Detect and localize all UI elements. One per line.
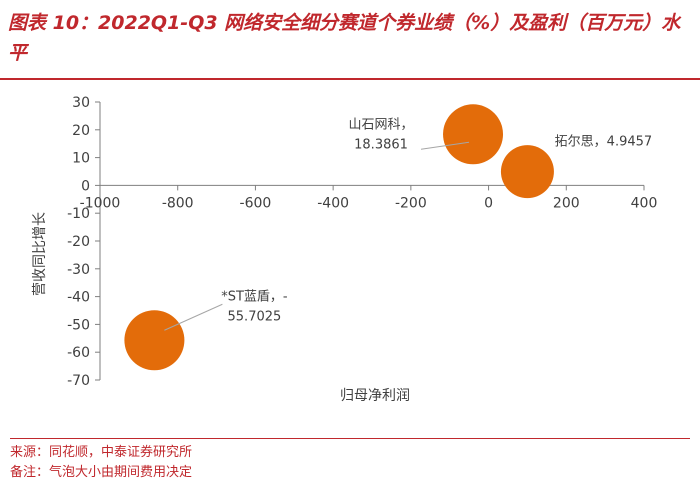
footnote-divider (10, 438, 690, 439)
data-label: 山石网科， (349, 117, 414, 132)
y-tick-label: -60 (67, 345, 90, 361)
data-label: 18.3861 (354, 137, 408, 152)
y-axis-label: 营收同比增长 (32, 212, 48, 296)
data-label: *ST蓝盾，- (221, 289, 288, 304)
footnotes: 来源：同花顺，中泰证券研究所 备注：气泡大小由期间费用决定 (10, 438, 690, 483)
x-tick-label: -400 (317, 195, 349, 211)
y-tick-label: -20 (67, 234, 90, 250)
x-tick-label: -800 (162, 195, 194, 211)
x-tick-label: -600 (240, 195, 272, 211)
label-leader-line (420, 141, 470, 150)
x-tick-label: -1000 (80, 195, 121, 211)
y-tick-label: -50 (67, 317, 90, 333)
label-leader-line (164, 303, 223, 331)
y-tick-label: -70 (67, 373, 90, 389)
y-tick-label: 20 (72, 123, 90, 139)
bubble-point (500, 145, 554, 199)
source-note: 来源：同花顺，中泰证券研究所 (10, 445, 193, 460)
data-label: 拓尔思，4.9457 (555, 135, 653, 150)
data-label: 55.7025 (228, 309, 282, 324)
bubble-chart: 30 20 10 0 -10 -20 -30 -40 -50 -60 -70 -1000 -800 -6… (32, 95, 658, 404)
x-axis: -1000 -800 -600 -400 -200 0 200 400 (80, 184, 658, 211)
bubble-point (124, 310, 185, 371)
x-tick-label: -200 (395, 195, 427, 211)
y-tick-label: 30 (72, 95, 90, 111)
x-axis-label: 归母净利润 (340, 387, 410, 404)
y-tick-label: -30 (67, 262, 90, 278)
y-tick-label: -40 (67, 290, 90, 306)
y-axis: 30 20 10 0 -10 -20 -30 -40 -50 -60 -70 (67, 95, 101, 389)
title-divider (0, 78, 700, 80)
bubble-point (443, 104, 504, 165)
y-tick-label: 0 (81, 178, 90, 194)
chart-title: 图表 10：2022Q1-Q3 网络安全细分赛道个券业绩（%）及盈利（百万元）水… (8, 12, 681, 64)
y-tick-label: -10 (67, 206, 90, 222)
x-tick-label: 0 (484, 195, 493, 211)
y-tick-label: 10 (72, 151, 90, 167)
x-tick-label: 400 (631, 195, 658, 211)
bubble-size-note: 备注：气泡大小由期间费用决定 (10, 465, 193, 480)
x-tick-label: 200 (553, 195, 580, 211)
